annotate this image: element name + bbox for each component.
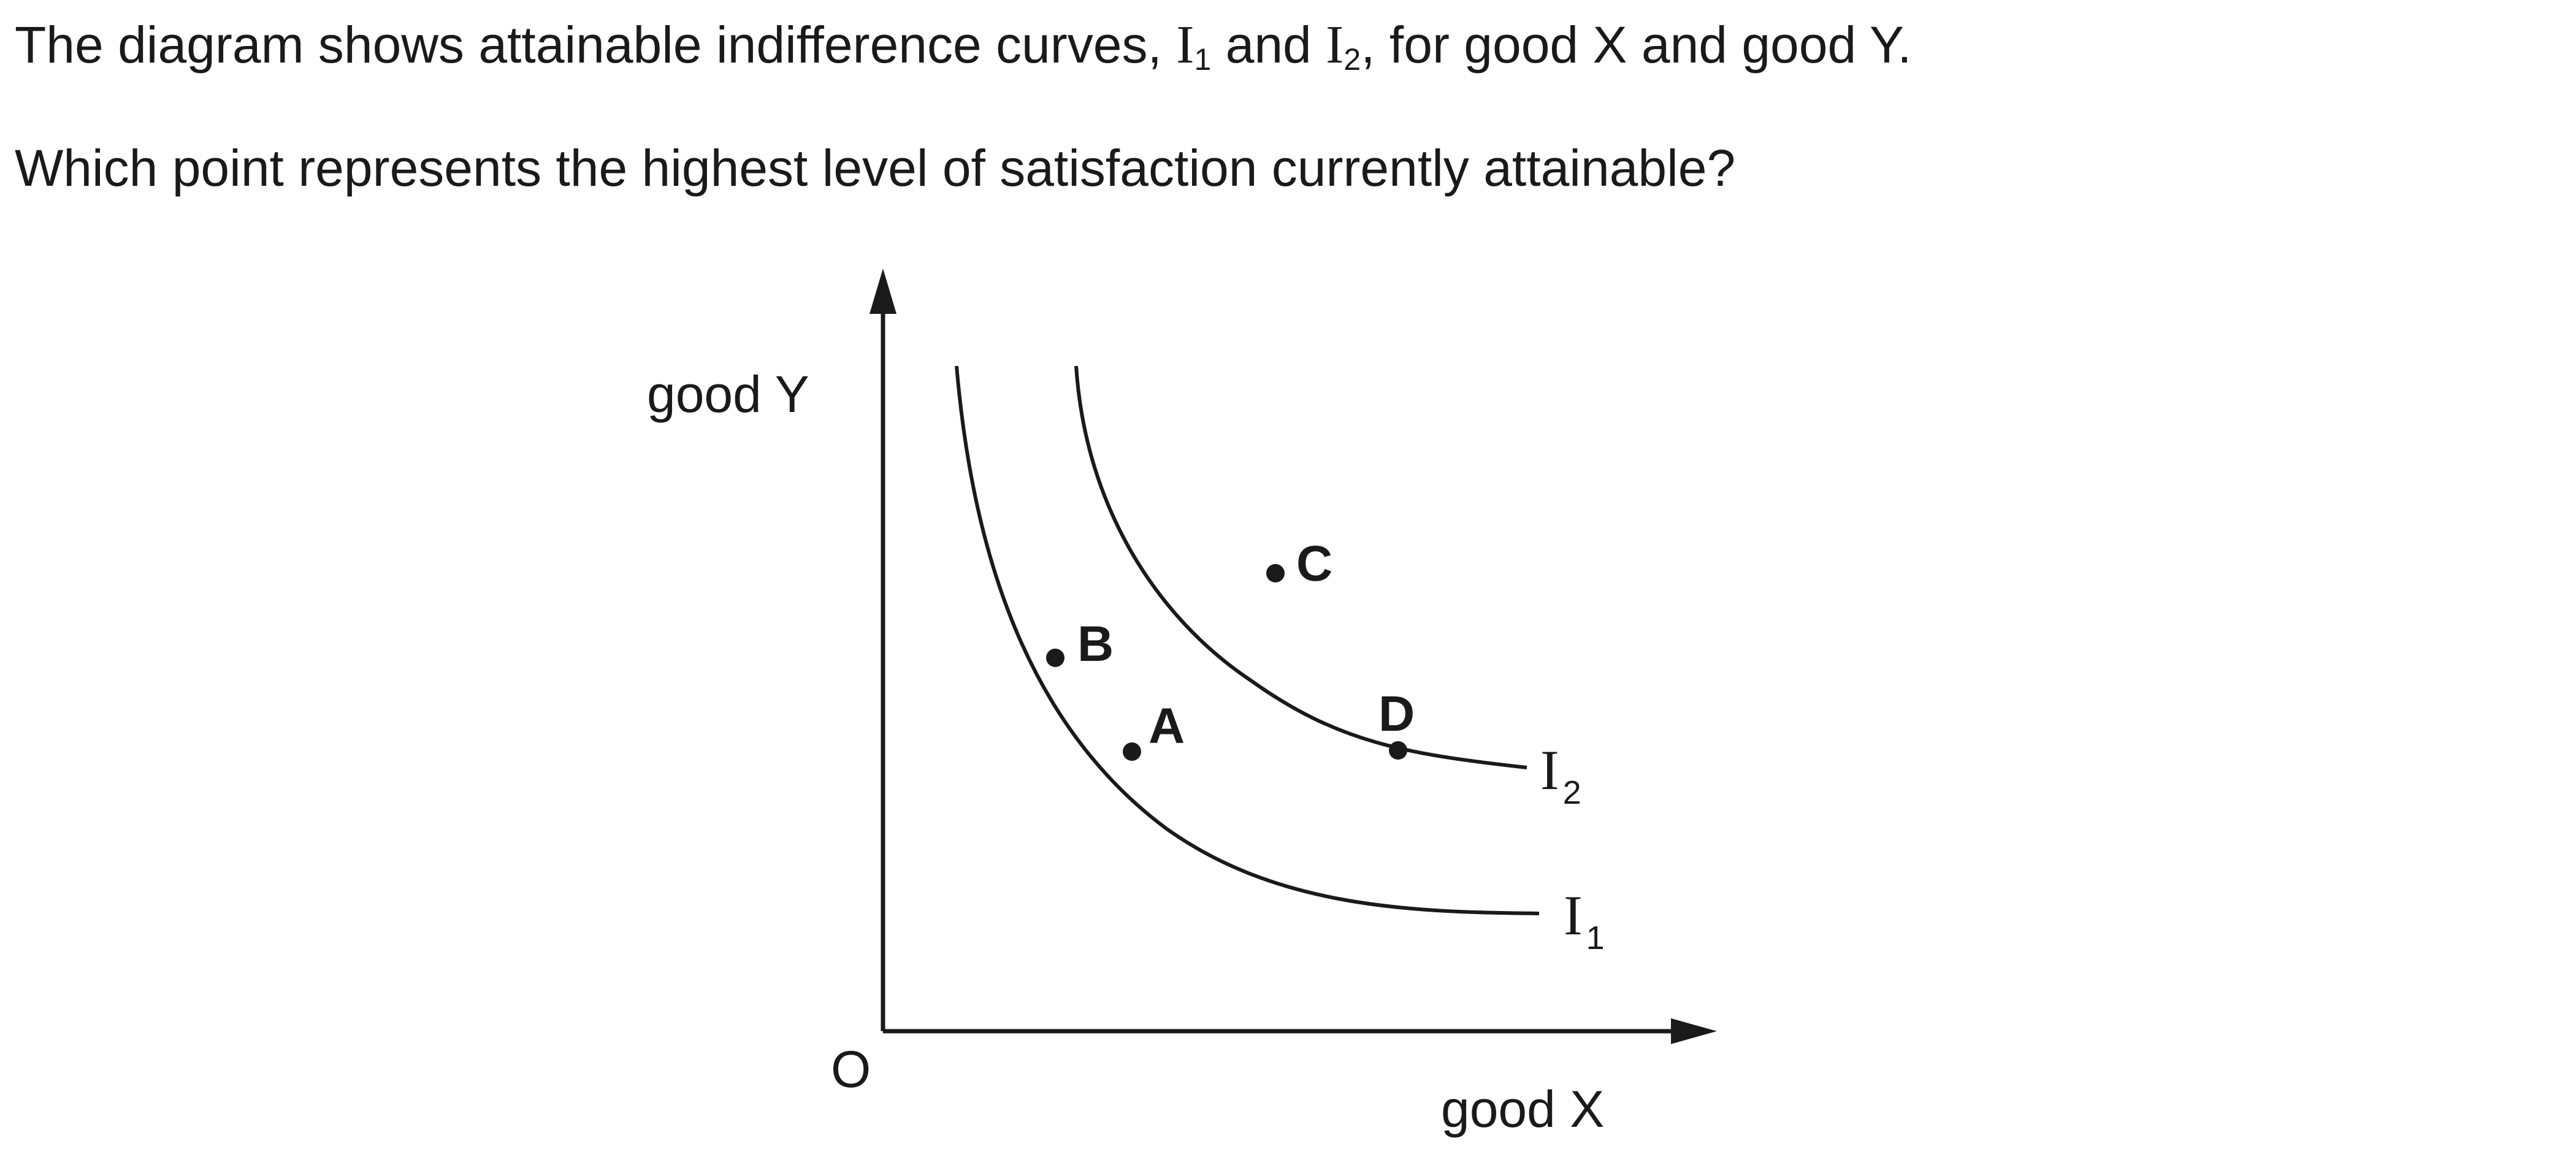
question-line-1: The diagram shows attainable indifferenc…	[15, 18, 1912, 75]
point-label-b: B	[1077, 616, 1114, 672]
question-line-2: Which point represents the highest level…	[15, 139, 1736, 197]
point-label-a: A	[1148, 698, 1185, 754]
curve-label-i1-subscript: 1	[1586, 920, 1605, 956]
point-b-marker	[1046, 649, 1064, 667]
curve-label-i2-letter: I	[1540, 739, 1559, 801]
curve-label-i2-subscript: 2	[1563, 774, 1581, 811]
point-c-marker	[1266, 564, 1285, 582]
indifference-curve-i1	[955, 365, 1540, 915]
y-axis-label: good Y	[647, 365, 809, 423]
y-axis-arrowhead	[869, 269, 896, 314]
question-text-end: , for good X and good Y.	[1361, 16, 1912, 74]
point-label-c: C	[1296, 536, 1332, 592]
x-axis-label: good X	[1441, 1080, 1604, 1138]
question-curve1-letter: I	[1176, 15, 1194, 75]
point-label-d: D	[1378, 686, 1415, 742]
point-d-marker	[1389, 741, 1407, 760]
question-curve2-letter: I	[1326, 15, 1344, 75]
question-curve2-subscript: 2	[1343, 42, 1361, 77]
question-curve1-subscript: 1	[1194, 42, 1212, 77]
x-axis-arrowhead	[1671, 1018, 1717, 1044]
point-a-marker	[1123, 742, 1141, 761]
question-text-middle: and	[1211, 16, 1326, 74]
indifference-curve-i2	[1074, 365, 1527, 769]
question-text-start: The diagram shows attainable indifferenc…	[15, 16, 1177, 74]
curve-label-i1-letter: I	[1564, 884, 1583, 947]
origin-label: O	[831, 1040, 871, 1098]
